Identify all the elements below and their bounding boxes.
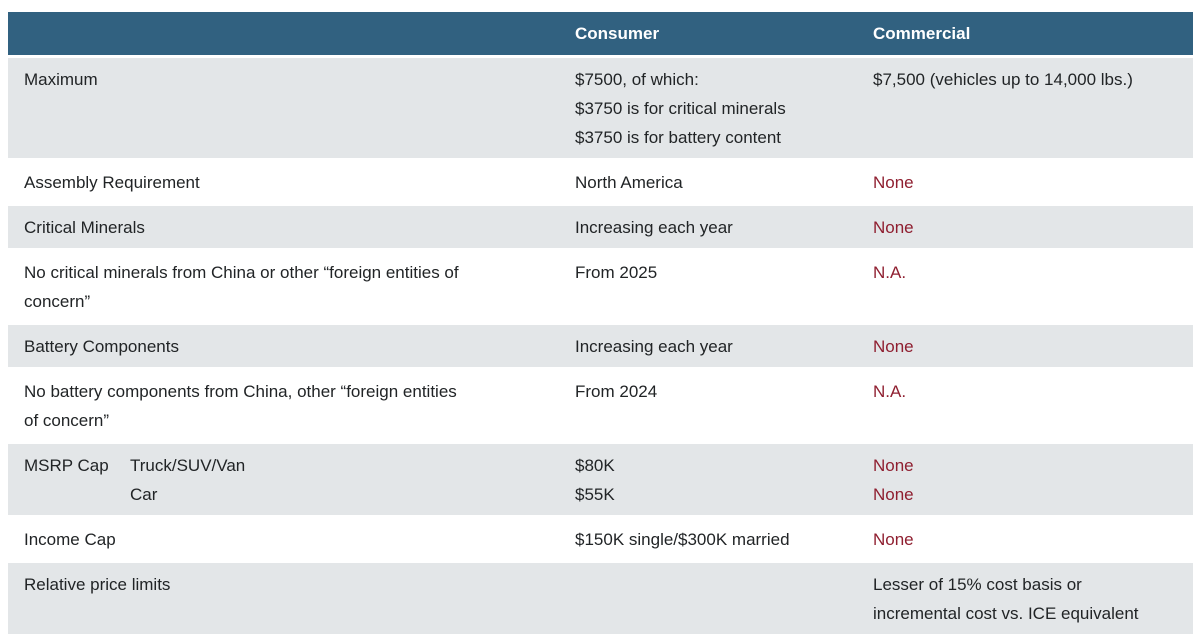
cell-line: None (873, 485, 914, 504)
cell-line: of concern” (24, 411, 110, 430)
consumer-cell: $7500, of which: $3750 is for critical m… (575, 58, 873, 158)
consumer-cell: Increasing each year (575, 337, 733, 356)
cell-line: $3750 is for battery content (575, 128, 782, 147)
row-label: Relative price limits (24, 575, 171, 594)
commercial-cell: None (873, 218, 914, 237)
consumer-cell: $150K single/$300K married (575, 530, 790, 549)
table-row-assembly-requirement: Assembly Requirement North America None (8, 158, 1193, 203)
consumer-cell: Increasing each year (575, 218, 733, 237)
consumer-cell: North America (575, 173, 683, 192)
cell-line: Car (130, 485, 158, 504)
cell-line: concern” (24, 292, 91, 311)
table-row-no-critical-minerals: No critical minerals from China or other… (8, 248, 1193, 322)
cell-line: $3750 is for critical minerals (575, 99, 786, 118)
commercial-cell: $7,500 (vehicles up to 14,000 lbs.) (873, 70, 1133, 89)
row-label: No battery components from China, other … (8, 370, 575, 441)
header-cell-commercial: Commercial (873, 24, 971, 43)
table-row-relative-price-limits: Relative price limits Lesser of 15% cost… (8, 560, 1193, 634)
table-header-row: Consumer Commercial (8, 12, 1193, 55)
cell-line: No critical minerals from China or other… (24, 263, 459, 282)
cell-line: $55K (575, 485, 615, 504)
row-label: Maximum (24, 70, 98, 89)
msrp-cap-label: MSRP Cap (24, 456, 109, 475)
consumer-cell (575, 563, 873, 634)
header-cell-consumer: Consumer (575, 24, 660, 43)
cell-line: incremental cost vs. ICE equivalent (873, 604, 1139, 623)
msrp-sub-labels: Truck/SUV/Van Car (130, 451, 245, 509)
consumer-cell: From 2025 (575, 263, 658, 282)
row-label: MSRP Cap Truck/SUV/Van Car (8, 444, 575, 515)
cell-line: None (873, 456, 914, 475)
row-label: Income Cap (24, 530, 116, 549)
commercial-cell: Lesser of 15% cost basis or incremental … (873, 563, 1193, 634)
table-row-income-cap: Income Cap $150K single/$300K married No… (8, 515, 1193, 560)
cell-line: No battery components from China, other … (24, 382, 457, 401)
table-row-msrp-cap: MSRP Cap Truck/SUV/Van Car $80K $55K Non… (8, 441, 1193, 515)
consumer-cell: $80K $55K (575, 444, 873, 515)
row-label: Battery Components (24, 337, 179, 356)
cell-line: Truck/SUV/Van (130, 456, 246, 475)
commercial-cell: N.A. (873, 382, 907, 401)
table-row-critical-minerals: Critical Minerals Increasing each year N… (8, 203, 1193, 248)
commercial-cell: None (873, 337, 914, 356)
commercial-cell: None None (873, 444, 1193, 515)
commercial-cell: None (873, 173, 914, 192)
row-label: Critical Minerals (24, 218, 145, 237)
cell-line: Lesser of 15% cost basis or (873, 575, 1082, 594)
row-label: Assembly Requirement (24, 173, 200, 192)
header-cell-empty (8, 12, 575, 55)
consumer-cell: From 2024 (575, 382, 658, 401)
cell-line: $7500, of which: (575, 70, 699, 89)
row-label: No critical minerals from China or other… (8, 251, 575, 322)
commercial-cell: None (873, 530, 914, 549)
table-row-maximum: Maximum $7500, of which: $3750 is for cr… (8, 55, 1193, 158)
table-row-no-battery-components: No battery components from China, other … (8, 367, 1193, 441)
comparison-table: Consumer Commercial Maximum $7500, of wh… (8, 12, 1193, 634)
table-row-battery-components: Battery Components Increasing each year … (8, 322, 1193, 367)
commercial-cell: N.A. (873, 263, 907, 282)
cell-line: $80K (575, 456, 615, 475)
